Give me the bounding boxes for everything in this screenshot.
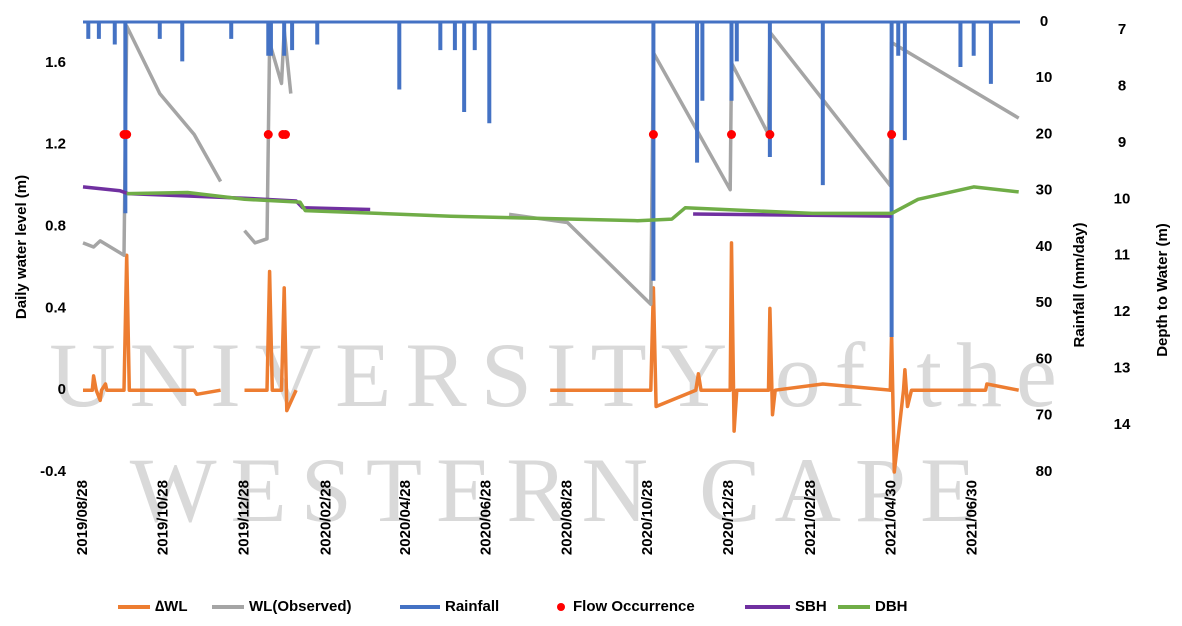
rainfall-bar: [903, 22, 907, 140]
y-axis-title: Daily water level (m): [13, 175, 30, 319]
rainfall-bar: [123, 22, 127, 213]
flow-dot: [281, 130, 290, 139]
flow-dot: [765, 130, 774, 139]
flow-dot: [649, 130, 658, 139]
rainfall-bar: [269, 22, 273, 56]
y2-tick-label: 0: [1040, 13, 1048, 30]
y3-axis-title: Depth to Water (m): [1154, 223, 1171, 357]
y2-tick-label: 70: [1036, 407, 1053, 424]
rainfall-bar: [453, 22, 457, 50]
x-tick-label: 2020/06/28: [478, 480, 495, 555]
rainfall-bar: [972, 22, 976, 56]
x-tick-label: 2020/12/28: [720, 480, 737, 555]
x-tick-label: 2019/08/28: [74, 480, 91, 555]
legend-label: Rainfall: [445, 598, 499, 615]
x-tick-label: 2020/08/28: [558, 480, 575, 555]
y-tick-label: 0.4: [45, 299, 67, 316]
y3-tick-label: 8: [1118, 77, 1126, 94]
chart: UNIVERSITY of the WESTERN CAPE Daily wat…: [0, 0, 1182, 621]
x-tick-label: 2019/10/28: [155, 480, 172, 555]
x-tick-label: 2020/04/28: [397, 480, 414, 555]
x-tick-label: 2021/06/30: [963, 480, 980, 555]
y2-tick-label: 60: [1036, 350, 1053, 367]
rainfall-bar: [958, 22, 962, 67]
legend-label: Flow Occurrence: [573, 598, 695, 615]
rainfall-bar: [729, 22, 733, 101]
rainfall-bar: [438, 22, 442, 50]
y2-axis-title: Rainfall (mm/day): [1071, 222, 1088, 347]
legend-label: ∆WL: [155, 598, 188, 615]
rainfall-bar: [397, 22, 401, 90]
rainfall-bar: [890, 22, 894, 337]
y-tick-label: 0.8: [45, 218, 66, 235]
y3-tick-label: 9: [1118, 134, 1126, 151]
rainfall-bar: [86, 22, 90, 39]
rainfall-bar: [695, 22, 699, 163]
y3-tick-label: 7: [1118, 21, 1126, 38]
y-tick-label: -0.4: [40, 463, 67, 480]
y2-tick-label: 50: [1036, 294, 1053, 311]
y3-tick-label: 14: [1114, 416, 1131, 433]
legend-label: DBH: [875, 598, 908, 615]
rainfall-bar: [896, 22, 900, 56]
rainfall-bar: [462, 22, 466, 112]
y2-tick-label: 40: [1036, 238, 1053, 255]
x-tick-label: 2019/12/28: [235, 480, 252, 555]
rainfall-bar: [290, 22, 294, 50]
y-tick-label: 1.6: [45, 54, 66, 71]
rainfall-bar: [97, 22, 101, 39]
x-tick-label: 2021/04/30: [883, 480, 900, 555]
y2-tick-label: 80: [1036, 463, 1053, 480]
rainfall-bar: [700, 22, 704, 101]
legend-label: WL(Observed): [249, 598, 352, 615]
rainfall-bar: [282, 22, 286, 56]
rainfall-bar: [487, 22, 491, 123]
rainfall-bar: [158, 22, 162, 39]
series-line: [83, 26, 1019, 304]
y3-tick-label: 11: [1114, 247, 1130, 264]
rainfall-bar: [229, 22, 233, 39]
rainfall-bar: [180, 22, 184, 61]
y2-tick-label: 20: [1036, 125, 1053, 142]
y3-tick-label: 12: [1114, 303, 1131, 320]
y2-tick-label: 30: [1036, 182, 1053, 199]
y3-tick-label: 10: [1114, 190, 1131, 207]
rainfall-bar: [473, 22, 477, 50]
rainfall-bar: [735, 22, 739, 61]
flow-dot: [727, 130, 736, 139]
rainfall-bar: [821, 22, 825, 185]
watermark: UNIVERSITY of the: [49, 324, 1071, 426]
rainfall-bar: [315, 22, 319, 45]
rainfall-bar: [113, 22, 117, 45]
y2-tick-label: 10: [1036, 69, 1053, 86]
flow-dot: [887, 130, 896, 139]
flow-dot: [122, 130, 131, 139]
rainfall-bar: [989, 22, 993, 84]
legend-marker: [557, 603, 565, 611]
x-tick-label: 2020/02/28: [317, 480, 334, 555]
rainfall-bar: [651, 22, 655, 281]
x-tick-label: 2020/10/28: [639, 480, 656, 555]
y-tick-label: 1.2: [45, 136, 66, 153]
y3-tick-label: 13: [1114, 360, 1131, 377]
flow-dot: [264, 130, 273, 139]
legend-label: SBH: [795, 598, 827, 615]
y-tick-label: 0: [58, 381, 66, 398]
x-tick-label: 2021/02/28: [802, 480, 819, 555]
